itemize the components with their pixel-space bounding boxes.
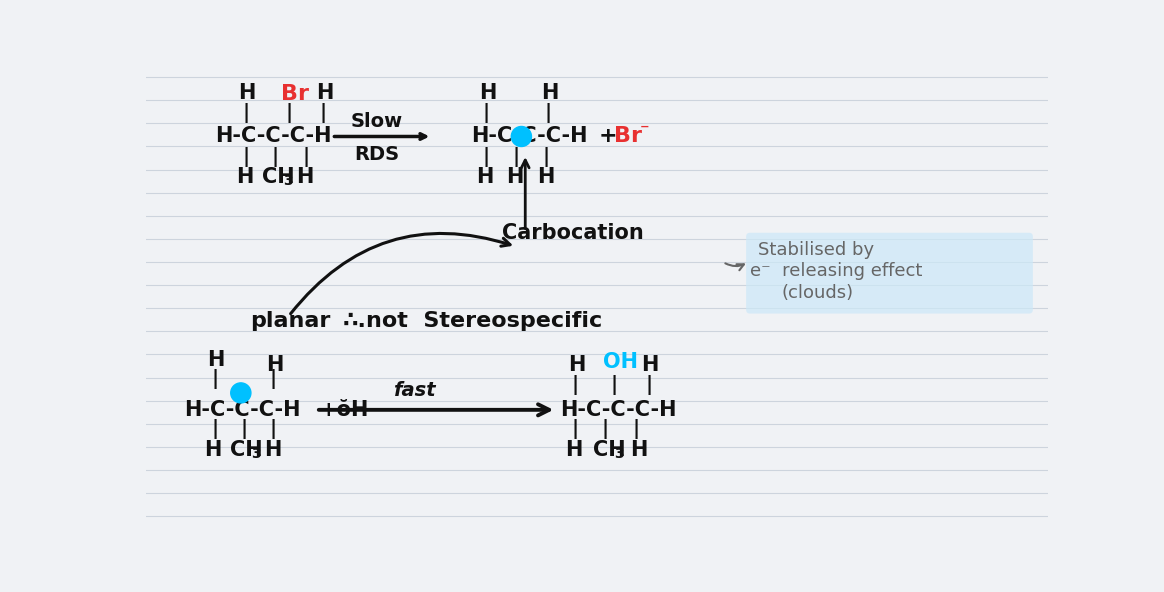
Text: |: | — [572, 419, 579, 439]
Text: |: | — [242, 147, 249, 168]
FancyArrowPatch shape — [291, 233, 510, 314]
Text: OH: OH — [603, 352, 638, 372]
Text: H: H — [566, 440, 583, 460]
Text: H-C-C-C-H: H-C-C-C-H — [215, 127, 332, 146]
Text: 3: 3 — [615, 447, 624, 461]
Text: H: H — [265, 355, 283, 375]
Text: H-C-C-C-H: H-C-C-C-H — [560, 400, 676, 420]
Text: Br: Br — [615, 127, 643, 146]
Text: H-C-C-C-H: H-C-C-C-H — [184, 400, 300, 420]
Text: ⁻: ⁻ — [640, 122, 650, 140]
Circle shape — [230, 383, 251, 403]
Text: fast: fast — [393, 381, 436, 400]
Text: H: H — [478, 83, 496, 102]
Text: Br: Br — [282, 84, 310, 104]
Text: |: | — [483, 104, 490, 123]
FancyBboxPatch shape — [746, 233, 1032, 314]
Text: H: H — [568, 355, 585, 375]
Text: |: | — [272, 147, 279, 168]
Text: |: | — [512, 147, 519, 168]
Text: |: | — [632, 419, 639, 439]
Text: CH: CH — [230, 440, 263, 460]
Text: planar: planar — [250, 311, 331, 332]
FancyArrowPatch shape — [521, 160, 530, 229]
Text: |: | — [303, 147, 310, 168]
Text: H: H — [537, 168, 554, 187]
Text: ∴.: ∴. — [343, 311, 367, 332]
Text: (clouds): (clouds) — [781, 284, 853, 302]
Text: |: | — [601, 419, 609, 439]
Text: |: | — [572, 375, 579, 395]
Text: |: | — [241, 419, 248, 439]
Text: H: H — [541, 83, 558, 102]
Text: Carbocation: Carbocation — [502, 223, 644, 243]
Text: H: H — [297, 168, 314, 187]
Text: H: H — [207, 350, 225, 370]
Text: Stabilised by: Stabilised by — [758, 241, 874, 259]
Text: |: | — [212, 419, 219, 439]
Text: H: H — [204, 440, 221, 460]
Text: |: | — [270, 419, 277, 439]
Text: +ŏH: +ŏH — [320, 400, 369, 420]
Text: |: | — [285, 104, 292, 123]
Text: |: | — [242, 104, 249, 123]
Text: |: | — [545, 104, 552, 123]
Text: 3: 3 — [284, 174, 293, 188]
Text: H: H — [315, 83, 333, 102]
Text: H: H — [476, 168, 494, 187]
Text: |: | — [610, 375, 618, 395]
Text: 3: 3 — [251, 447, 261, 461]
Text: |: | — [270, 369, 277, 389]
Text: e⁻  releasing effect: e⁻ releasing effect — [750, 262, 922, 280]
Text: +: + — [513, 127, 528, 146]
Text: +: + — [233, 384, 248, 402]
Text: H: H — [641, 355, 659, 375]
Circle shape — [511, 127, 532, 146]
Text: H: H — [630, 440, 647, 460]
Text: CH: CH — [262, 168, 294, 187]
Text: |: | — [483, 147, 490, 168]
Text: |: | — [212, 369, 219, 389]
Text: |: | — [542, 147, 549, 168]
Text: H-C-C-C-H: H-C-C-C-H — [471, 127, 588, 146]
Text: H: H — [506, 168, 524, 187]
FancyArrowPatch shape — [725, 263, 744, 271]
Text: CH: CH — [594, 440, 626, 460]
Text: H: H — [239, 83, 256, 102]
Text: +: + — [598, 127, 617, 146]
Text: RDS: RDS — [355, 144, 400, 164]
Text: |: | — [645, 375, 653, 395]
Text: H: H — [264, 440, 282, 460]
Text: not  Stereospecific: not Stereospecific — [367, 311, 603, 332]
Text: H: H — [236, 168, 254, 187]
Text: |: | — [320, 104, 327, 123]
Text: Slow: Slow — [350, 111, 403, 131]
